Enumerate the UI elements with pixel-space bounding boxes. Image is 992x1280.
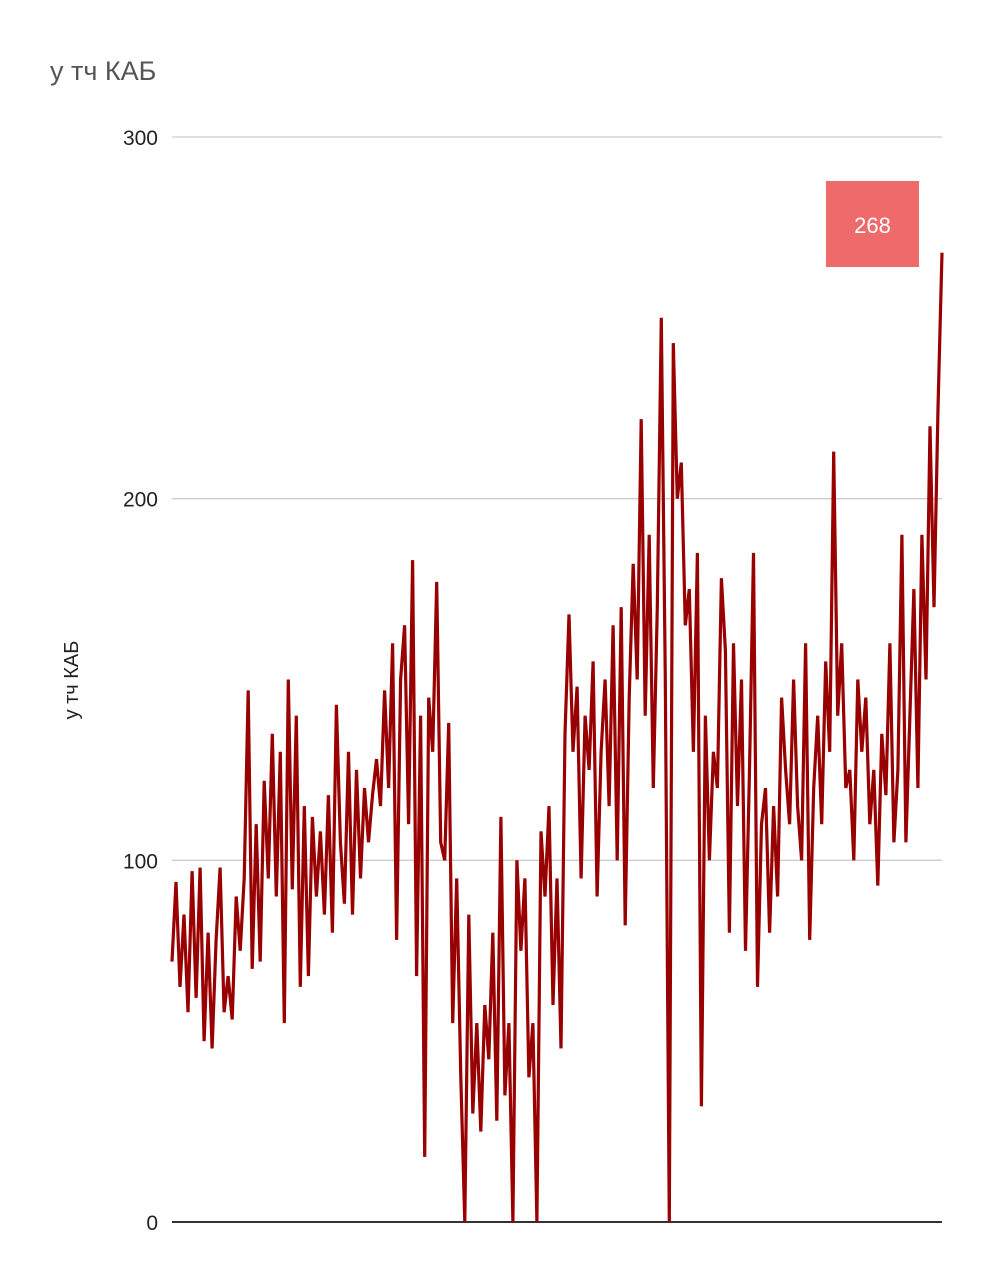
max-value-annotation: 268	[826, 181, 919, 267]
y-tick-label: 100	[123, 850, 158, 873]
y-axis-label: у тч КАБ	[61, 641, 83, 720]
y-tick-label: 300	[123, 127, 158, 150]
y-tick-label: 0	[146, 1212, 158, 1235]
y-tick-label: 200	[123, 489, 158, 512]
annotation-box	[826, 181, 919, 267]
annotation-label: 268	[854, 213, 891, 238]
chart-title: у тч КАБ	[50, 56, 156, 86]
series-line	[170, 252, 944, 1223]
